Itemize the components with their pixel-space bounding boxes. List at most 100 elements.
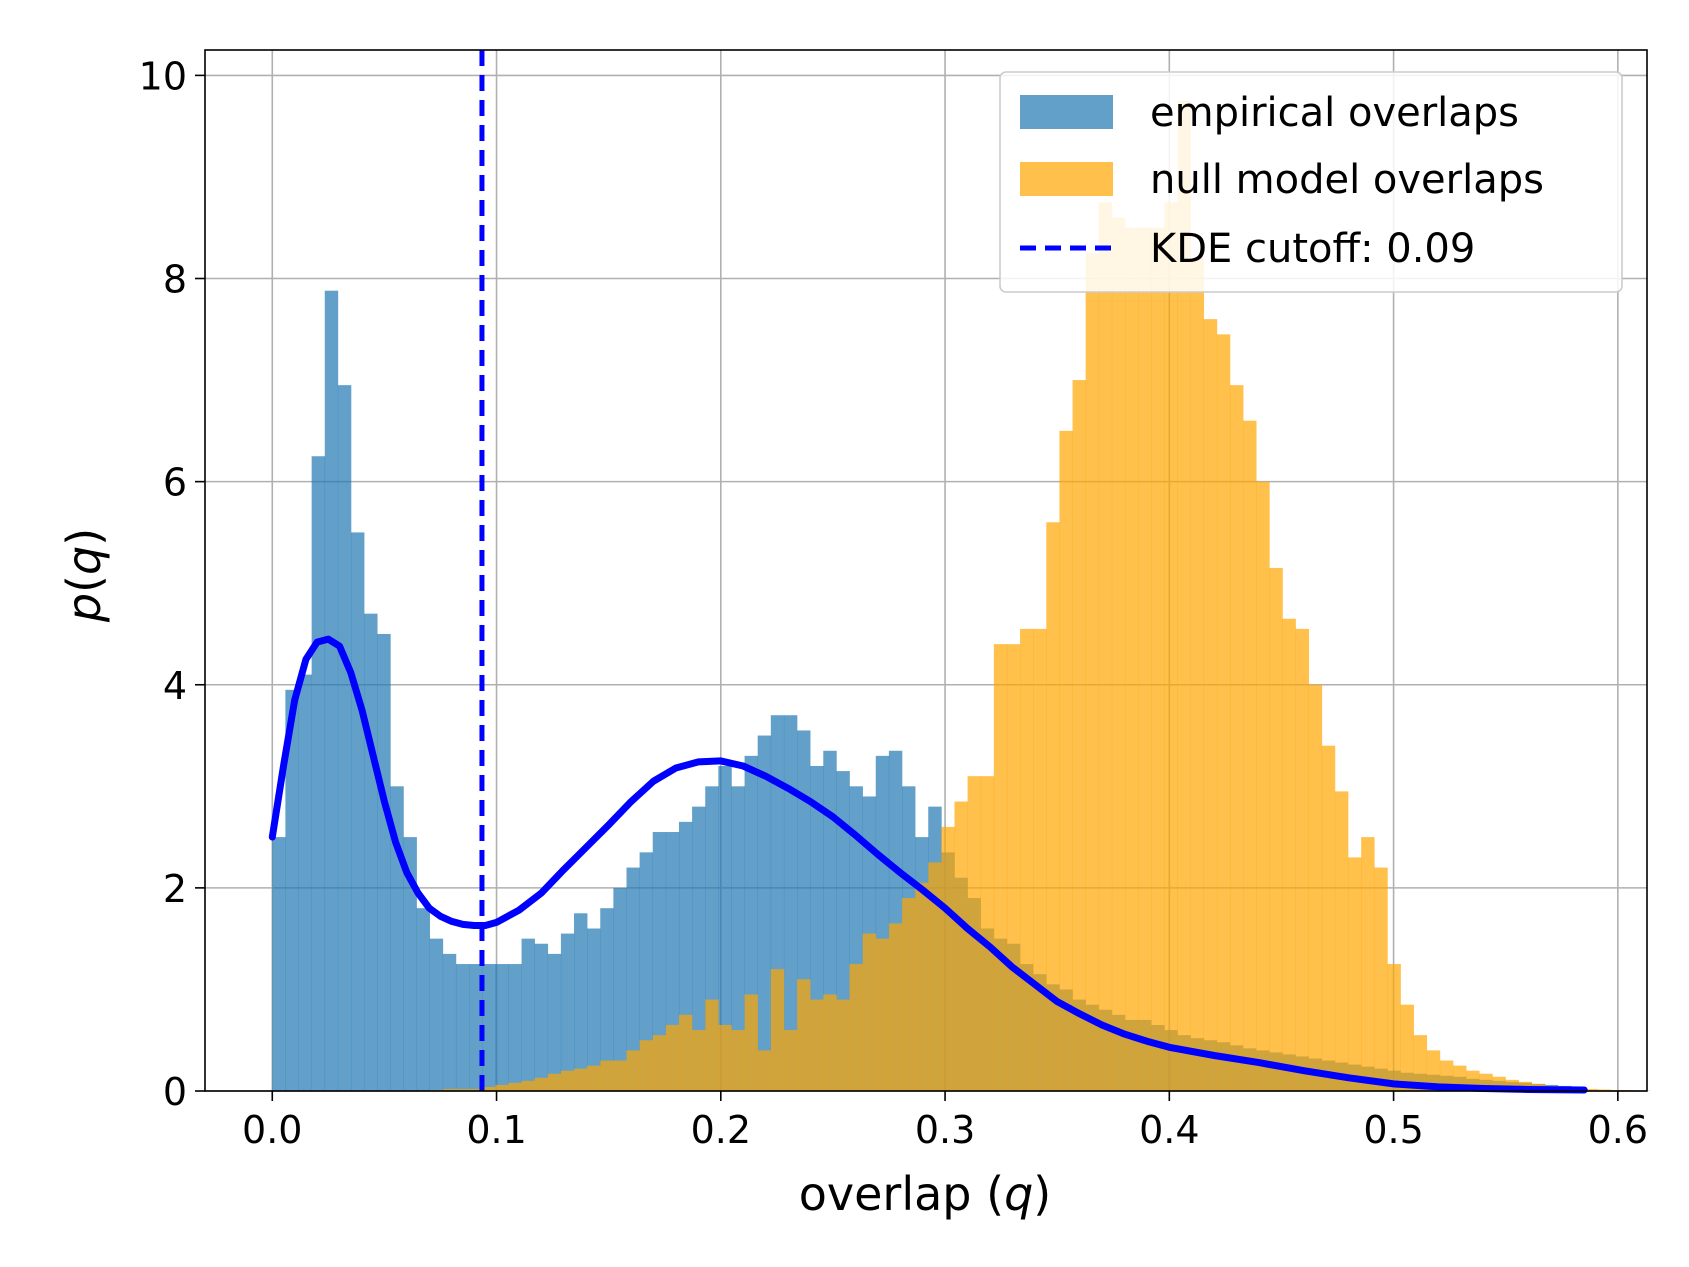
empirical-bar-6 — [350, 532, 365, 1091]
null-model-bar-83 — [1361, 837, 1375, 1091]
empirical-bar-17 — [495, 964, 509, 1091]
null-model-bar-28 — [639, 1040, 654, 1091]
y-tick-label-8: 8 — [163, 258, 187, 302]
null-model-bar-70 — [1190, 258, 1205, 1091]
null-model-bar-50 — [928, 862, 942, 1091]
y-tick-label-6: 6 — [163, 461, 187, 505]
null-model-bar-47 — [888, 923, 903, 1091]
null-model-bar-37 — [757, 1050, 772, 1091]
empirical-bar-2 — [298, 674, 312, 1091]
x-axis-ticks: 0.0 0.1 0.2 0.3 0.4 0.5 0.6 — [242, 1091, 1648, 1152]
null-model-bar-71 — [1203, 319, 1218, 1091]
empirical-bar-4 — [324, 290, 339, 1091]
legend-swatch-null-model — [1020, 162, 1113, 196]
null-model-bar-89 — [1439, 1060, 1454, 1091]
empirical-bar-13 — [442, 953, 457, 1091]
y-tick-label-10: 10 — [139, 54, 187, 98]
null-model-bar-67 — [1151, 227, 1165, 1092]
null-model-bar-54 — [980, 776, 995, 1091]
null-model-bar-88 — [1426, 1050, 1441, 1091]
null-model-bar-21 — [547, 1073, 562, 1091]
null-model-bar-32 — [692, 1030, 706, 1091]
null-model-bar-74 — [1243, 420, 1257, 1091]
null-model-histogram — [429, 100, 1651, 1092]
null-model-bar-62 — [1085, 253, 1100, 1091]
null-model-bar-100 — [1584, 1088, 1598, 1091]
null-model-bar-77 — [1282, 618, 1296, 1091]
null-model-bar-58 — [1033, 628, 1047, 1091]
null-model-bar-27 — [626, 1050, 640, 1091]
empirical-bar-32 — [692, 806, 706, 1091]
null-model-bar-17 — [495, 1084, 509, 1091]
y-tick-label-0: 0 — [163, 1070, 187, 1114]
null-model-bar-13 — [442, 1088, 457, 1091]
null-model-bar-85 — [1387, 964, 1401, 1091]
x-tick-label-0.3: 0.3 — [915, 1108, 975, 1152]
null-model-bar-15 — [469, 1088, 483, 1091]
null-model-bar-84 — [1374, 867, 1388, 1091]
null-model-bar-38 — [770, 969, 785, 1091]
null-model-bar-61 — [1072, 380, 1086, 1091]
null-model-bar-22 — [560, 1070, 575, 1091]
x-axis-label: overlap (q) — [799, 1167, 1051, 1221]
null-model-bar-87 — [1413, 1035, 1428, 1091]
empirical-bar-27 — [626, 867, 640, 1091]
y-tick-label-4: 4 — [163, 664, 187, 708]
kde-curve — [268, 635, 1588, 1094]
null-model-bar-16 — [482, 1086, 496, 1091]
legend-frame — [999, 71, 1623, 293]
null-model-bar-68 — [1164, 202, 1178, 1092]
empirical-bar-16 — [482, 964, 496, 1091]
empirical-bar-21 — [547, 953, 562, 1091]
kde-curve-group — [268, 635, 1588, 1094]
null-model-bar-14 — [455, 1088, 470, 1091]
empirical-bar-1 — [285, 689, 299, 1091]
null-model-bar-45 — [862, 933, 877, 1091]
empirical-bar-26 — [613, 887, 627, 1091]
null-model-bar-82 — [1348, 857, 1362, 1091]
y-label-close: ) — [57, 528, 111, 546]
empirical-bar-39 — [783, 715, 798, 1091]
null-model-bar-78 — [1295, 628, 1310, 1091]
plot-frame — [204, 49, 1648, 1092]
null-model-bar-40 — [797, 979, 811, 1091]
null-model-bar-44 — [849, 964, 863, 1091]
null-model-bar-76 — [1269, 567, 1283, 1091]
legend-label-empirical: empirical overlaps — [1150, 90, 1519, 136]
null-model-bar-86 — [1400, 1004, 1414, 1091]
null-model-bar-23 — [574, 1068, 588, 1091]
empirical-bar-34 — [718, 766, 732, 1091]
y-label-var: q — [57, 546, 111, 575]
null-model-bar-48 — [902, 898, 916, 1091]
null-model-bar-43 — [836, 999, 850, 1091]
null-model-bar-20 — [534, 1077, 549, 1091]
null-model-bar-79 — [1308, 684, 1323, 1091]
empirical-bar-3 — [311, 456, 326, 1091]
y-axis-label: p(q) — [57, 528, 111, 623]
null-model-bar-75 — [1256, 481, 1270, 1091]
x-tick-label-0.1: 0.1 — [466, 1108, 526, 1152]
legend: empirical overlaps null model overlaps K… — [999, 71, 1623, 293]
empirical-bar-0 — [272, 837, 286, 1091]
null-model-bar-63 — [1098, 202, 1113, 1092]
empirical-bar-12 — [429, 938, 444, 1091]
x-tick-label-0.5: 0.5 — [1363, 1108, 1423, 1152]
legend-label-null-model: null model overlaps — [1150, 157, 1544, 203]
empirical-bar-18 — [508, 964, 522, 1091]
null-model-bar-24 — [587, 1065, 601, 1091]
null-model-bar-94 — [1505, 1079, 1519, 1091]
empirical-bar-35 — [731, 786, 745, 1091]
empirical-bar-15 — [469, 964, 483, 1091]
null-model-bar-64 — [1111, 217, 1126, 1091]
null-model-bar-42 — [823, 994, 837, 1091]
null-model-bar-52 — [954, 801, 968, 1091]
y-tick-label-2: 2 — [163, 867, 187, 911]
null-model-bar-57 — [1020, 628, 1034, 1091]
null-model-bar-51 — [941, 826, 955, 1091]
null-model-bar-60 — [1059, 430, 1073, 1092]
null-model-bar-41 — [810, 999, 824, 1091]
null-model-bar-81 — [1334, 791, 1349, 1091]
legend-label-kde-cutoff: KDE cutoff: 0.09 — [1150, 226, 1475, 272]
null-model-bar-18 — [508, 1082, 522, 1091]
x-tick-label-0.4: 0.4 — [1139, 1108, 1199, 1152]
